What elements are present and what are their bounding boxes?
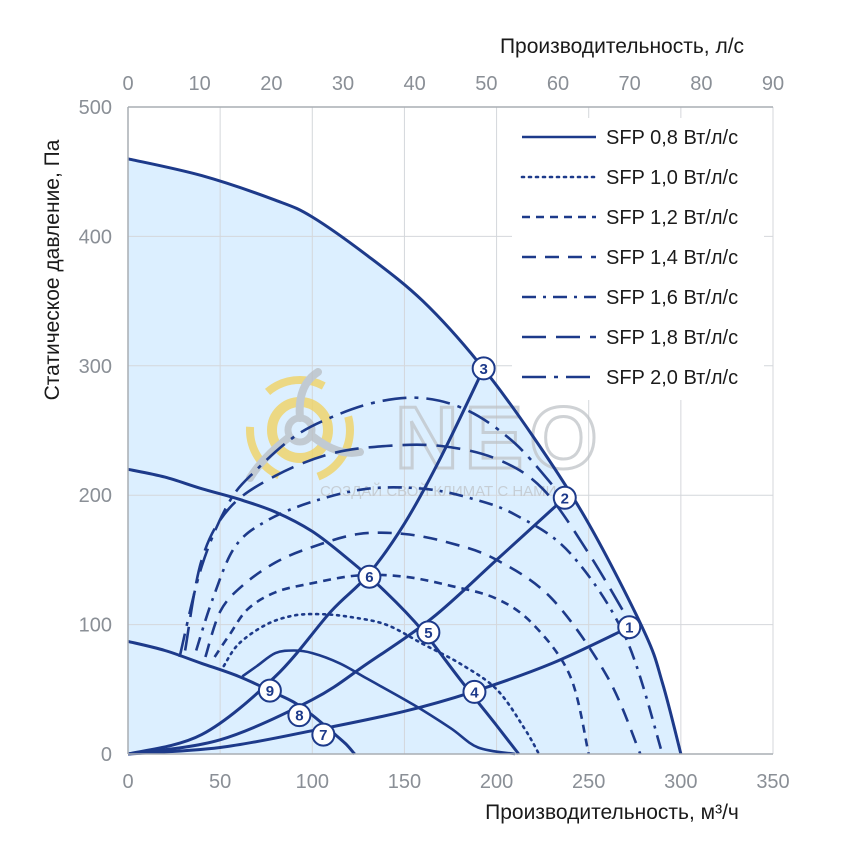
operating-point-5 bbox=[416, 620, 441, 645]
operating-point-markers: 1 2 3 4 5 6 78 9 bbox=[257, 356, 642, 747]
operating-point-7 bbox=[311, 722, 336, 747]
y-tick-label-3: 300 bbox=[79, 356, 112, 378]
x2-tick-label-4: 40 bbox=[404, 73, 426, 95]
y-axis-title: Статическое давление, Па bbox=[41, 139, 64, 400]
x-tick-label-4: 200 bbox=[480, 771, 513, 793]
sfp-curve-1 bbox=[222, 612, 541, 756]
x2-tick-label-8: 80 bbox=[690, 73, 712, 95]
watermark-brand: NEO bbox=[395, 388, 604, 487]
x-tick-label-3: 150 bbox=[388, 771, 421, 793]
y-tick-label-1: 100 bbox=[79, 615, 112, 637]
operating-point-label-3: 3 bbox=[479, 361, 487, 378]
operating-point-label-8: 8 bbox=[295, 708, 303, 725]
x2-tick-label-2: 20 bbox=[260, 73, 282, 95]
watermark-slogan: СОЗДАЙ СВОЙ КЛИМАТ С НАМИ bbox=[320, 482, 556, 500]
operating-point-label-5: 5 bbox=[424, 625, 432, 642]
sfp-curve-2 bbox=[213, 573, 590, 755]
x-tick-label-2: 100 bbox=[296, 771, 329, 793]
operating-point-1 bbox=[617, 615, 642, 640]
operating-point-label-6: 6 bbox=[365, 569, 373, 586]
operating-point-8 bbox=[287, 703, 312, 728]
fan-curve-medium bbox=[127, 467, 520, 755]
sfp-curve-0 bbox=[241, 649, 516, 756]
legend-label-4: SFP 1,6 Вт/л/с bbox=[606, 287, 738, 309]
legend-label-1: SFP 1,0 Вт/л/с bbox=[606, 167, 738, 189]
x2-axis-title: Производительность, л/с bbox=[500, 35, 744, 58]
legend-label-3: SFP 1,4 Вт/л/с bbox=[606, 247, 738, 269]
legend-label-6: SFP 2,0 Вт/л/с bbox=[606, 367, 738, 389]
x2-tick-label-0: 0 bbox=[122, 73, 133, 95]
operating-point-3 bbox=[471, 356, 496, 381]
x-tick-label-6: 300 bbox=[664, 771, 697, 793]
sfp-curve-3 bbox=[204, 531, 642, 755]
x-axis-title: Производительность, м³/ч bbox=[485, 801, 739, 824]
x2-tick-label-5: 50 bbox=[475, 73, 497, 95]
fan-curve-high bbox=[127, 157, 683, 755]
x2-tick-label-7: 70 bbox=[619, 73, 641, 95]
operating-point-6 bbox=[357, 564, 382, 589]
y-tick-label-2: 200 bbox=[79, 485, 112, 507]
operating-point-4 bbox=[462, 679, 487, 704]
x2-tick-label-9: 90 bbox=[762, 73, 784, 95]
sfp-curve-6 bbox=[178, 396, 557, 658]
watermark-ring-2 bbox=[246, 376, 354, 484]
legend-label-5: SFP 1,8 Вт/л/с bbox=[606, 327, 738, 349]
fan-curves bbox=[127, 157, 683, 756]
system-curve-high-resistance bbox=[127, 367, 486, 756]
x-tick-label-5: 250 bbox=[572, 771, 605, 793]
legend-label-2: SFP 1,2 Вт/л/с bbox=[606, 207, 738, 229]
x-tick-label-7: 350 bbox=[756, 771, 789, 793]
y-tick-label-0: 0 bbox=[101, 744, 112, 766]
fan-curve-low bbox=[127, 639, 356, 756]
operating-point-label-1: 1 bbox=[625, 620, 633, 637]
legend-box bbox=[512, 118, 764, 400]
operating-point-label-4: 4 bbox=[470, 684, 479, 701]
legend: SFP 0,8 Вт/л/с SFP 1,0 Вт/л/с SFP 1,2 Вт/л… bbox=[512, 118, 764, 400]
operating-point-2 bbox=[552, 485, 577, 510]
y-tick-label-4: 400 bbox=[79, 226, 112, 248]
sfp-curve-5 bbox=[183, 443, 636, 651]
sfp-curves bbox=[178, 396, 664, 756]
x-tick-label-0: 0 bbox=[122, 771, 133, 793]
legend-label-0: SFP 0,8 Вт/л/с bbox=[606, 127, 738, 149]
system-curve-low-resistance bbox=[127, 625, 630, 756]
x-tick-label-1: 50 bbox=[209, 771, 231, 793]
y-tick-label-5: 500 bbox=[79, 97, 112, 119]
sfp-curve-4 bbox=[194, 486, 664, 755]
operating-point-label-7: 7 bbox=[319, 727, 327, 744]
operating-point-label-9: 9 bbox=[266, 683, 274, 700]
operating-point-label-2: 2 bbox=[561, 490, 569, 507]
x2-tick-label-6: 60 bbox=[547, 73, 569, 95]
x2-tick-label-3: 30 bbox=[332, 73, 354, 95]
x2-tick-label-1: 10 bbox=[189, 73, 211, 95]
operating-point-9 bbox=[257, 678, 282, 703]
